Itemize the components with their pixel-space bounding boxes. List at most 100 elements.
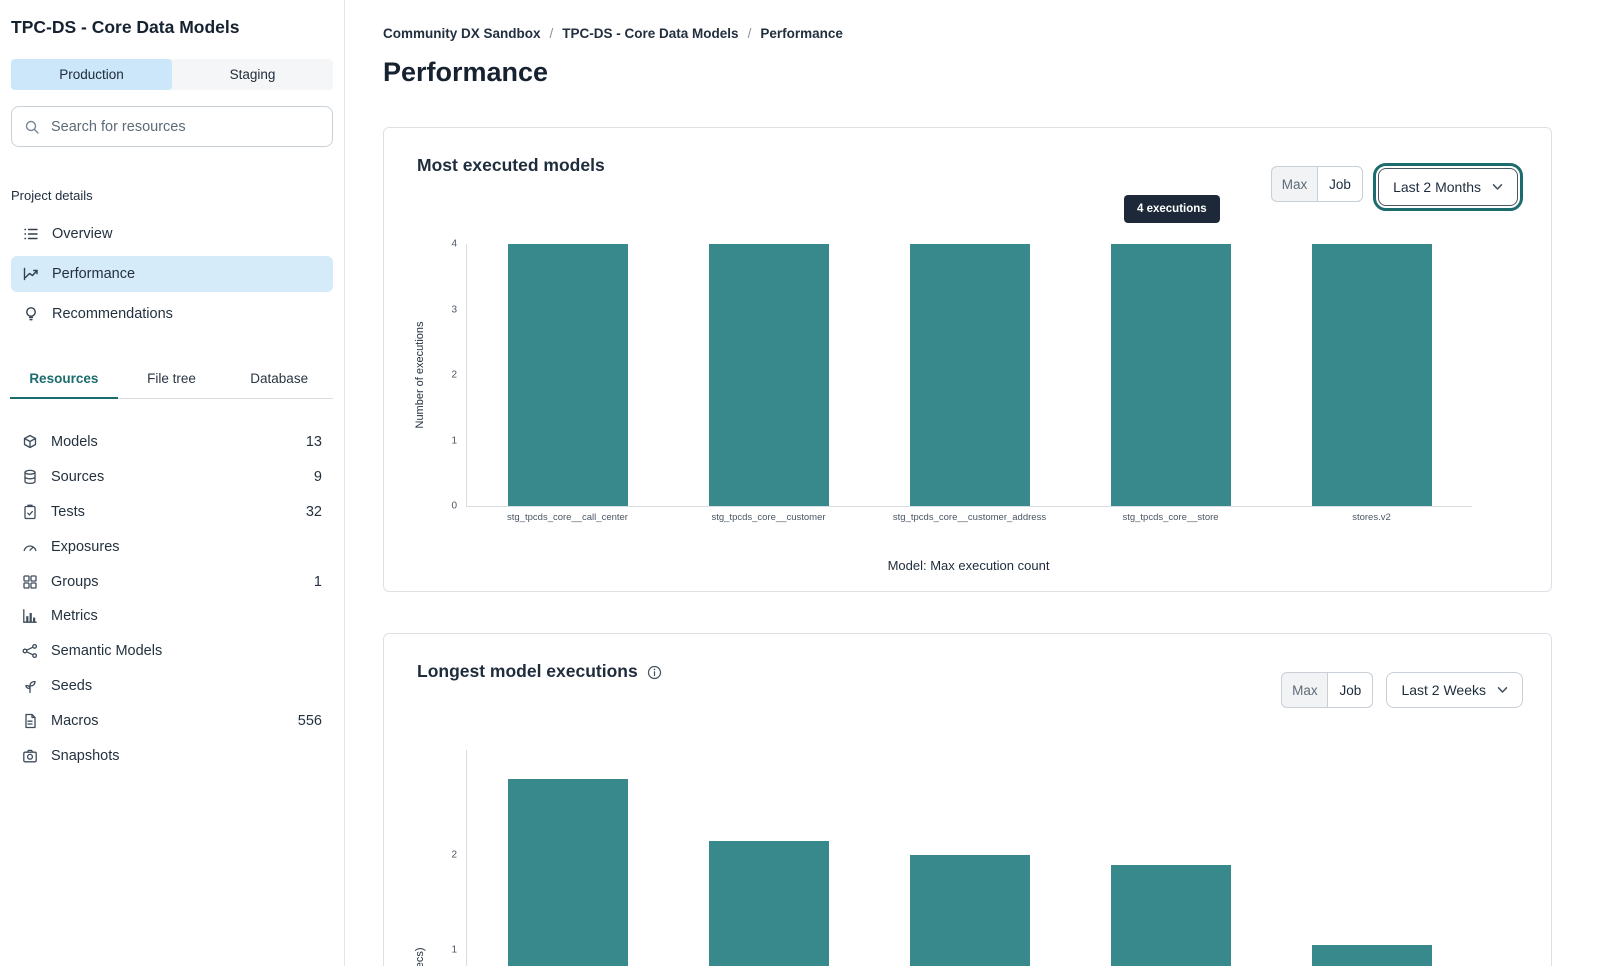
job-button[interactable]: Job bbox=[1317, 166, 1364, 202]
bar[interactable] bbox=[1311, 945, 1432, 966]
bar[interactable] bbox=[507, 779, 628, 966]
tab-file-tree[interactable]: File tree bbox=[147, 371, 196, 386]
resource-label: Macros bbox=[51, 712, 99, 729]
resource-label: Metrics bbox=[51, 608, 98, 625]
y-tick-label: 1 bbox=[451, 435, 457, 446]
resource-count: 1 bbox=[313, 573, 322, 590]
grid-icon bbox=[22, 574, 38, 590]
info-icon[interactable] bbox=[647, 665, 662, 680]
aggregation-toggle: Max Job bbox=[1281, 672, 1374, 708]
list-item-exposures[interactable]: Exposures bbox=[22, 529, 322, 564]
resource-search[interactable] bbox=[11, 106, 333, 147]
chart-controls: Max Job Last 2 Months bbox=[1271, 163, 1523, 211]
bar[interactable] bbox=[1311, 244, 1432, 506]
x-axis-label: Model: Max execution count bbox=[887, 558, 1050, 573]
sidebar-item-label: Overview bbox=[52, 226, 113, 242]
list-item-snapshots[interactable]: Snapshots bbox=[22, 738, 322, 773]
breadcrumb-separator: / bbox=[549, 26, 554, 41]
list-item-seeds[interactable]: Seeds bbox=[22, 669, 322, 704]
resource-tabs: Resources File tree Database bbox=[10, 362, 333, 399]
x-tick-label: stg_tpcds_core__customer_address bbox=[892, 512, 1047, 523]
environment-tabs: Production Staging bbox=[11, 59, 333, 90]
tab-resources[interactable]: Resources bbox=[10, 362, 118, 399]
y-tick-label: 1 bbox=[451, 944, 457, 956]
resource-count: 9 bbox=[313, 469, 322, 486]
list-item-tests[interactable]: Tests 32 bbox=[22, 495, 322, 530]
bar[interactable] bbox=[507, 244, 628, 506]
chart-title: Longest model executions bbox=[417, 661, 662, 682]
x-tick-label: stg_tpcds_core__customer bbox=[711, 512, 826, 523]
sidebar-item-overview[interactable]: Overview bbox=[11, 216, 333, 252]
list-item-semantic-models[interactable]: Semantic Models bbox=[22, 634, 322, 669]
resource-label: Seeds bbox=[51, 677, 93, 694]
y-tick-label: 2 bbox=[451, 849, 457, 861]
project-details-label: Project details bbox=[11, 188, 93, 203]
breadcrumb-project[interactable]: TPC-DS - Core Data Models bbox=[562, 26, 739, 41]
y-axis-label: Execution time (secs) bbox=[414, 947, 426, 966]
project-title: TPC-DS - Core Data Models bbox=[11, 17, 240, 37]
resource-count: 32 bbox=[305, 503, 322, 520]
list-item-metrics[interactable]: Metrics bbox=[22, 599, 322, 634]
date-range-select[interactable]: Last 2 Months bbox=[1373, 163, 1523, 211]
database-icon bbox=[22, 469, 38, 485]
list-item-groups[interactable]: Groups 1 bbox=[22, 564, 322, 599]
x-tick-label: stores.v2 bbox=[1352, 512, 1391, 523]
breadcrumb-separator: / bbox=[747, 26, 752, 41]
tab-database[interactable]: Database bbox=[250, 371, 309, 386]
aggregation-toggle: Max Job bbox=[1271, 166, 1364, 202]
tab-staging[interactable]: Staging bbox=[229, 67, 276, 82]
card-most-executed-models: Most executed models Max Job Last 2 Mont… bbox=[383, 127, 1552, 592]
resource-label: Sources bbox=[51, 469, 105, 486]
breadcrumb-current: Performance bbox=[760, 26, 843, 41]
gauge-icon bbox=[22, 539, 38, 555]
lightbulb-icon bbox=[23, 306, 39, 322]
resource-label: Models bbox=[51, 434, 98, 451]
camera-icon bbox=[22, 748, 38, 764]
bar[interactable] bbox=[909, 244, 1030, 506]
breadcrumb-account[interactable]: Community DX Sandbox bbox=[383, 26, 541, 41]
bar[interactable] bbox=[1110, 864, 1231, 966]
chart-title-text: Longest model executions bbox=[417, 661, 638, 681]
trend-icon bbox=[23, 266, 39, 282]
sidebar-item-recommendations[interactable]: Recommendations bbox=[11, 296, 333, 332]
document-icon bbox=[22, 713, 38, 729]
y-tick-label: 0 bbox=[451, 500, 457, 512]
list-item-sources[interactable]: Sources 9 bbox=[22, 460, 322, 495]
y-axis-label: Number of executions bbox=[414, 321, 426, 429]
search-icon bbox=[24, 119, 40, 135]
bar[interactable] bbox=[909, 855, 1030, 966]
chart-tooltip: 4 executions bbox=[1124, 195, 1220, 223]
list-item-macros[interactable]: Macros 556 bbox=[22, 703, 322, 738]
bar-chart-icon bbox=[22, 608, 38, 624]
max-button[interactable]: Max bbox=[1271, 166, 1318, 202]
tab-production[interactable]: Production bbox=[11, 59, 172, 90]
bar[interactable] bbox=[708, 244, 829, 506]
bar[interactable] bbox=[708, 840, 829, 966]
sidebar-item-label: Recommendations bbox=[52, 306, 173, 322]
max-button[interactable]: Max bbox=[1281, 672, 1328, 708]
sidebar-item-label: Performance bbox=[52, 266, 136, 282]
card-longest-executions: Longest model executions Max Job Last 2 … bbox=[383, 633, 1552, 966]
list-icon bbox=[23, 226, 39, 242]
x-tick-label: stg_tpcds_core__call_center bbox=[507, 512, 628, 523]
date-range-value: Last 2 Weeks bbox=[1401, 682, 1486, 698]
y-tick-label: 2 bbox=[451, 369, 457, 381]
resource-label: Tests bbox=[51, 503, 85, 520]
sidebar: TPC-DS - Core Data Models Production Sta… bbox=[0, 0, 345, 966]
chevron-down-icon bbox=[1492, 183, 1503, 191]
job-button[interactable]: Job bbox=[1327, 672, 1374, 708]
cube-icon bbox=[22, 434, 38, 450]
bar-chart-most-executed: 0 1 2 3 4 stg_tpcds_core__call_center stg_tpcd… bbox=[451, 239, 1472, 523]
resource-label: Groups bbox=[51, 573, 99, 590]
y-tick-label: 4 bbox=[451, 238, 457, 250]
seedling-icon bbox=[22, 678, 38, 694]
date-range-select[interactable]: Last 2 Weeks bbox=[1386, 672, 1523, 708]
clipboard-icon bbox=[22, 504, 38, 520]
sidebar-item-performance[interactable]: Performance bbox=[11, 256, 333, 292]
chart-title: Most executed models bbox=[417, 155, 605, 175]
x-tick-label: stg_tpcds_core__store bbox=[1122, 512, 1219, 523]
list-item-models[interactable]: Models 13 bbox=[22, 425, 322, 460]
search-input[interactable] bbox=[49, 117, 320, 136]
bar[interactable] bbox=[1110, 244, 1231, 506]
resource-label: Snapshots bbox=[51, 747, 120, 764]
